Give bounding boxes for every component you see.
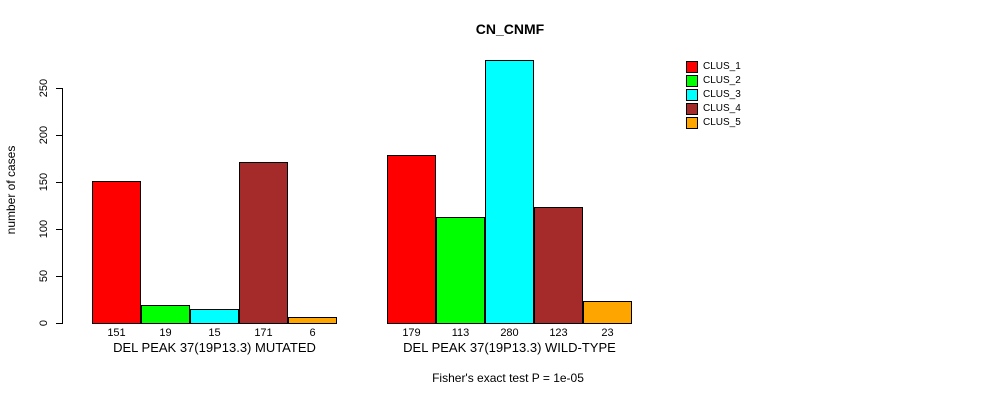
y-tick-label: 200 bbox=[38, 125, 50, 145]
legend-label: CLUS_3 bbox=[703, 89, 741, 100]
y-tick-mark bbox=[56, 182, 62, 183]
bar-value-label: 123 bbox=[549, 327, 568, 339]
bar-clus_5 bbox=[288, 317, 337, 324]
legend-item: CLUS_5 bbox=[686, 116, 741, 130]
bar-clus_3 bbox=[190, 309, 239, 324]
y-tick-mark bbox=[56, 135, 62, 136]
bar-clus_1 bbox=[387, 155, 436, 324]
chart-title: CN_CNMF bbox=[475, 21, 545, 37]
legend-swatch-clus_5 bbox=[686, 117, 698, 129]
bar-clus_4 bbox=[239, 162, 288, 324]
bar-clus_5 bbox=[583, 301, 632, 324]
y-tick-label: 100 bbox=[38, 219, 50, 239]
bar-clus_3 bbox=[485, 60, 534, 324]
y-tick-label: 150 bbox=[38, 172, 50, 192]
legend-swatch-clus_2 bbox=[686, 75, 698, 87]
y-tick-label: 50 bbox=[38, 269, 50, 283]
bar-clus_2 bbox=[436, 217, 485, 324]
bar-value-label: 6 bbox=[309, 327, 316, 339]
legend-swatch-clus_3 bbox=[686, 89, 698, 101]
bar-value-label: 280 bbox=[500, 327, 519, 339]
bar-value-label: 171 bbox=[254, 327, 273, 339]
bar-value-label: 151 bbox=[107, 327, 126, 339]
y-tick-mark bbox=[56, 229, 62, 230]
legend-item: CLUS_1 bbox=[686, 60, 741, 74]
bar-clus_1 bbox=[92, 181, 141, 324]
y-tick-mark bbox=[56, 323, 62, 324]
bar-value-label: 113 bbox=[451, 327, 470, 339]
legend-label: CLUS_2 bbox=[703, 75, 741, 86]
legend: CLUS_1 CLUS_2 CLUS_3 CLUS_4 CLUS_5 bbox=[686, 60, 741, 130]
legend-label: CLUS_4 bbox=[703, 103, 741, 114]
legend-item: CLUS_3 bbox=[686, 88, 741, 102]
bar-value-label: 179 bbox=[402, 327, 421, 339]
legend-item: CLUS_2 bbox=[686, 74, 741, 88]
legend-label: CLUS_1 bbox=[703, 61, 741, 72]
category-label: DEL PEAK 37(19P13.3) MUTATED bbox=[113, 340, 316, 355]
bar-clus_2 bbox=[141, 305, 190, 324]
bar-value-label: 19 bbox=[159, 327, 172, 339]
bar-value-label: 23 bbox=[601, 327, 614, 339]
legend-swatch-clus_1 bbox=[686, 61, 698, 73]
y-axis-label: number of cases bbox=[4, 145, 18, 235]
y-tick-mark bbox=[56, 88, 62, 89]
y-tick-label: 0 bbox=[38, 319, 50, 327]
bar-clus_4 bbox=[534, 207, 583, 324]
legend-label: CLUS_5 bbox=[703, 117, 741, 128]
y-tick-mark bbox=[56, 276, 62, 277]
category-label: DEL PEAK 37(19P13.3) WILD-TYPE bbox=[403, 340, 616, 355]
bar-value-label: 15 bbox=[208, 327, 221, 339]
annotation-text: Fisher's exact test P = 1e-05 bbox=[432, 371, 584, 385]
y-tick-label: 250 bbox=[38, 78, 50, 98]
legend-swatch-clus_4 bbox=[686, 103, 698, 115]
legend-item: CLUS_4 bbox=[686, 102, 741, 116]
y-axis bbox=[62, 88, 63, 324]
